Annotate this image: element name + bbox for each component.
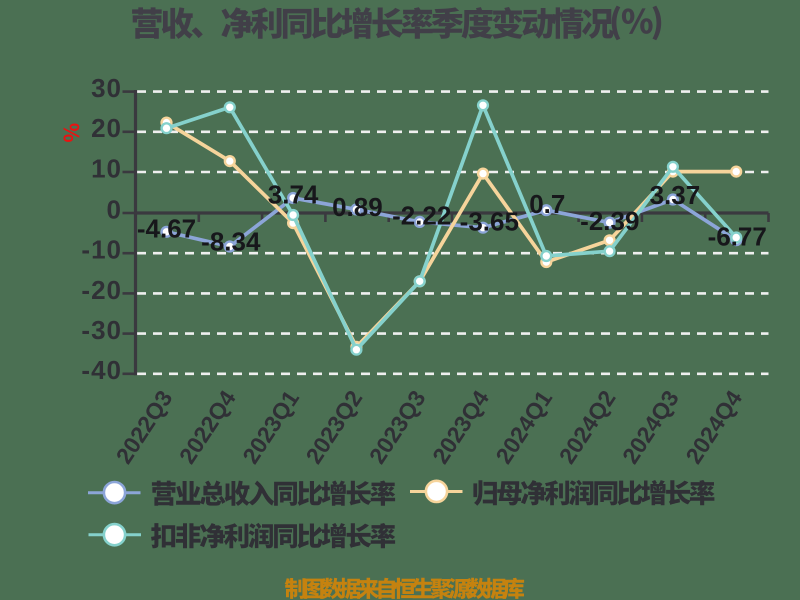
svg-text:3.74: 3.74	[268, 180, 319, 210]
svg-text:-2.39: -2.39	[580, 206, 639, 236]
svg-text:-20: -20	[81, 275, 122, 305]
svg-text:-4.67: -4.67	[137, 213, 196, 243]
svg-text:-3.65: -3.65	[460, 207, 519, 237]
svg-text:3.37: 3.37	[650, 180, 701, 210]
svg-text:-10: -10	[81, 235, 122, 265]
svg-text:-30: -30	[81, 315, 122, 345]
svg-text:0.89: 0.89	[332, 192, 383, 222]
svg-text:30: 30	[91, 73, 122, 103]
svg-text:20: 20	[91, 113, 122, 143]
svg-text:0.7: 0.7	[529, 189, 565, 219]
svg-text:-2.22: -2.22	[392, 200, 451, 230]
svg-text:-6.77: -6.77	[708, 221, 767, 251]
svg-text:0: 0	[107, 194, 122, 224]
svg-text:-40: -40	[81, 355, 122, 385]
svg-text:-8.34: -8.34	[201, 227, 261, 257]
svg-text:10: 10	[91, 153, 122, 183]
